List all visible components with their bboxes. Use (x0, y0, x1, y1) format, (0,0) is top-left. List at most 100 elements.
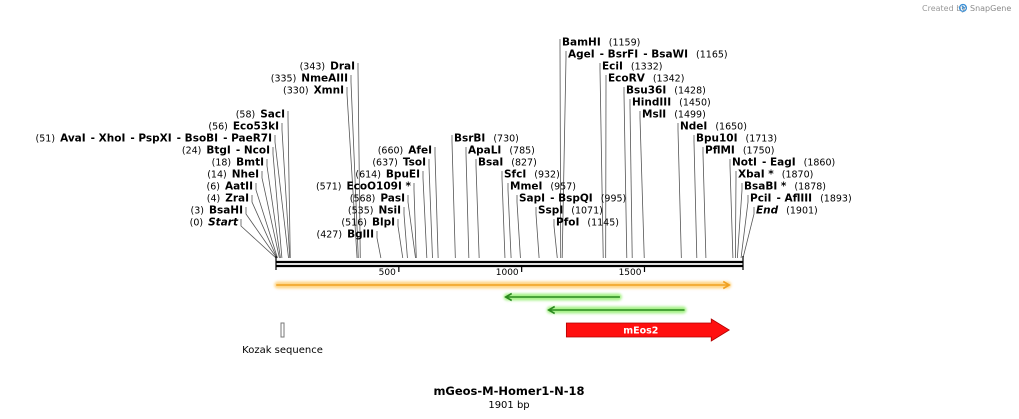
cut-position: (535) (348, 206, 374, 217)
enzyme-site[interactable]: (614) BpuEI (355, 169, 420, 181)
enzyme-site[interactable]: MslI (1499) (642, 109, 706, 121)
cut-position: (1860) (804, 158, 836, 169)
enzyme-name: AvaI (60, 133, 86, 145)
enzyme-site-label: BsaBI * (1878) (744, 181, 826, 193)
enzyme-name: Eco53kI (233, 121, 279, 133)
enzyme-site[interactable]: EcoRV (1342) (608, 73, 684, 85)
enzyme-leader-line (516, 195, 521, 259)
cut-position: (24) (182, 146, 202, 157)
cut-position: (827) (511, 158, 537, 169)
enzyme-site-label: XbaI * (1870) (738, 169, 813, 181)
enzyme-site[interactable]: ApaLI (785) (468, 145, 535, 157)
enzyme-site[interactable]: AgeI - BsrFI - BsaWI (1165) (568, 49, 728, 61)
enzyme-site[interactable]: (0) Start (190, 217, 239, 229)
enzyme-site[interactable]: (4) ZraI (207, 193, 249, 205)
enzyme-site[interactable]: End (1901) (756, 205, 818, 217)
enzyme-site[interactable]: SapI - BspQI (995) (519, 193, 626, 205)
orf-reverse-2[interactable] (546, 305, 687, 315)
cut-position: (995) (601, 194, 627, 205)
cut-position: (51) (36, 134, 56, 145)
enzyme-site[interactable]: (535) NsiI (348, 205, 401, 217)
enzyme-site[interactable]: HindIII (1450) (632, 97, 711, 109)
enzyme-site[interactable]: NotI - EagI (1860) (732, 157, 835, 169)
enzyme-site[interactable]: (24) BtgI - NcoI (182, 145, 270, 157)
enzyme-name: SapI (519, 193, 545, 205)
enzyme-site[interactable]: BsrBI (730) (454, 133, 519, 145)
cut-position: (1893) (820, 194, 852, 205)
enzyme-name: BtgI (206, 145, 230, 157)
enzyme-site[interactable]: (51) AvaI - XhoI - PspXI - BsoBI - PaeR7I (36, 133, 272, 145)
enzyme-site[interactable]: (330) XmnI (283, 85, 344, 97)
enzyme-site[interactable]: XbaI * (1870) (738, 169, 813, 181)
enzyme-name: - BsaWI (643, 49, 688, 61)
enzyme-site[interactable]: (14) NheI (207, 169, 259, 181)
enzyme-site[interactable]: PciI - AflIII (1893) (750, 193, 852, 205)
enzyme-site[interactable]: NdeI (1650) (680, 121, 747, 133)
enzyme-site[interactable]: BsaBI * (1878) (744, 181, 826, 193)
enzyme-name: SacI (260, 109, 285, 121)
enzyme-site-label: (427) BglII (317, 229, 374, 241)
enzyme-leader-line (451, 135, 456, 259)
enzyme-site[interactable]: MmeI (957) (510, 181, 576, 193)
enzyme-site[interactable]: (660) AfeI (378, 145, 432, 157)
enzyme-site[interactable]: (637) TsoI (372, 157, 426, 169)
enzyme-site[interactable]: (58) SacI (236, 109, 285, 121)
enzyme-name: BlpI (372, 217, 395, 229)
snapgene-brand-text: SnapGene (970, 4, 1011, 13)
enzyme-site[interactable]: (335) NmeAIII (271, 73, 348, 85)
enzyme-site[interactable]: EciI (1332) (602, 61, 663, 73)
meos2-label: mEos2 (623, 326, 658, 337)
enzyme-leader-line (272, 147, 283, 259)
enzyme-site-label: PflMI (1750) (705, 145, 774, 157)
enzyme-name: ZraI (225, 193, 249, 205)
enzyme-leader-line (623, 87, 628, 259)
enzyme-site-label: BamHI (1159) (562, 37, 640, 49)
enzyme-site[interactable]: Bsu36I (1428) (626, 85, 706, 97)
enzyme-site-label: NotI - EagI (1860) (732, 157, 835, 169)
enzyme-name: NmeAIII (301, 73, 348, 85)
enzyme-site-label: (660) AfeI (378, 145, 432, 157)
enzyme-site[interactable]: BsaI (827) (478, 157, 537, 169)
kozak-sequence[interactable]: Kozak sequence (242, 322, 323, 356)
enzyme-site[interactable]: (568) PasI (350, 193, 405, 205)
enzyme-name: - PspXI (130, 133, 171, 145)
enzyme-leader-line (397, 219, 404, 259)
created-by-text: Created by (922, 4, 966, 13)
enzyme-site-label: (343) DraI (300, 61, 355, 73)
cut-position: (1145) (587, 218, 619, 229)
enzyme-site[interactable]: SspI (1071) (538, 205, 603, 217)
enzyme-site-label: (3) BsaHI (190, 205, 243, 217)
cut-position: (14) (207, 170, 227, 181)
enzyme-site-label: (56) Eco53kI (208, 121, 279, 133)
cut-position: (730) (493, 134, 519, 145)
enzyme-name: BsaBI * (744, 181, 787, 193)
orf-top[interactable] (274, 280, 732, 290)
enzyme-leader-line (736, 183, 743, 259)
enzyme-name: BsaI (478, 157, 503, 169)
cut-position: (3) (190, 206, 203, 217)
enzyme-site[interactable]: (427) BglII (317, 229, 374, 241)
enzyme-name: - EagI (762, 157, 796, 169)
enzyme-site[interactable]: PfoI (1145) (556, 217, 619, 229)
cut-position: (1499) (674, 110, 706, 121)
enzyme-name: ApaLI (468, 145, 501, 157)
enzyme-site[interactable]: (571) EcoO109I * (316, 181, 412, 193)
enzyme-site[interactable]: (18) BmtI (212, 157, 264, 169)
enzyme-site[interactable]: (343) DraI (300, 61, 355, 73)
enzyme-site[interactable]: Bpu10I (1713) (696, 133, 777, 145)
enzyme-name: PasI (380, 193, 405, 205)
orf-reverse-1[interactable] (503, 292, 622, 302)
enzyme-site[interactable]: (3) BsaHI (190, 205, 243, 217)
enzyme-leader-line (559, 39, 562, 259)
enzyme-site[interactable]: (56) Eco53kI (208, 121, 279, 133)
enzyme-site[interactable]: (6) AatII (206, 181, 253, 193)
enzyme-name: NsiI (378, 205, 401, 217)
enzyme-leader-line (357, 63, 361, 259)
enzyme-site[interactable]: PflMI (1750) (705, 145, 774, 157)
enzyme-site[interactable]: (516) BlpI (341, 217, 395, 229)
kozak-sequence-label: Kozak sequence (242, 345, 323, 356)
meos2[interactable]: mEos2 (565, 318, 731, 342)
enzyme-site-label: HindIII (1450) (632, 97, 711, 109)
enzyme-site[interactable]: SfcI (932) (504, 169, 560, 181)
enzyme-site[interactable]: BamHI (1159) (562, 37, 640, 49)
